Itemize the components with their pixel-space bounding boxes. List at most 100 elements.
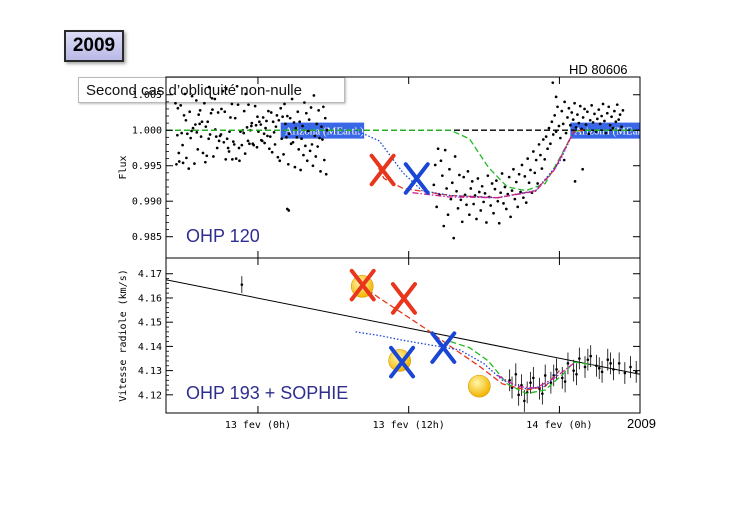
data-point [496,199,500,203]
data-point [195,131,199,134]
data-point [240,143,244,147]
data-point [181,161,185,165]
data-point [529,381,532,385]
data-point [203,101,206,105]
data-point [220,107,223,111]
data-point [183,92,187,96]
data-point [514,180,518,184]
data-point [589,354,593,358]
panel-frame [165,257,641,414]
data-point [231,140,235,143]
data-point [287,209,291,212]
data-point [264,126,267,130]
data-point [527,181,531,185]
data-point [469,187,473,190]
data-point [258,120,261,124]
data-point [206,120,210,124]
data-point [174,101,177,105]
data-point [313,134,317,138]
data-point [543,157,547,161]
star-name-label: HD 80606 [569,62,628,77]
y-tick-label: 4.14 [138,342,162,353]
data-point [512,167,515,171]
data-point [222,140,226,144]
y-tick-label: 4.13 [138,366,162,377]
rv-panel: 4.12 4.13 4.14 4.15 4.16 4.17 13 fev (0h) 13 fe… [118,257,641,431]
data-point [483,192,487,195]
data-point [260,139,264,143]
data-point [520,383,523,387]
data-point [242,131,246,135]
data-point [472,202,475,206]
data-point [180,131,183,135]
data-point [544,135,548,138]
data-point [500,172,504,175]
data-point [296,110,300,114]
data-point [290,97,294,101]
data-point [455,189,458,193]
data-point [223,110,227,114]
data-point [433,163,437,167]
data-point [591,121,595,124]
data-point [445,187,448,190]
data-point [211,108,214,112]
data-point [510,189,514,192]
data-point [468,213,471,217]
data-point [177,160,181,163]
data-point [450,181,454,185]
data-point [504,207,508,211]
data-point [522,196,525,200]
data-point [261,116,265,119]
data-point [586,358,590,362]
data-point [554,95,558,99]
data-point [621,109,625,112]
y-tick-label: 0.985 [132,232,162,243]
data-point [181,143,184,147]
data-point [634,370,638,374]
data-point [305,159,309,163]
data-point [322,158,326,162]
data-point [303,101,306,104]
data-point [520,163,524,167]
data-point [497,221,501,225]
data-point [541,138,545,141]
data-point [443,148,447,152]
data-point [263,141,266,145]
data-point [177,151,181,155]
data-point [255,145,259,149]
data-point [609,362,612,365]
data-point [557,124,561,128]
data-point [193,162,196,165]
data-point [204,125,208,129]
x-mark-red [349,268,376,302]
data-point [179,104,183,107]
data-point [295,135,299,139]
data-point [459,198,463,202]
model-curve-red [359,284,560,391]
data-point [291,140,295,144]
data-point [277,118,281,122]
data-point [225,137,229,141]
data-point [209,111,213,115]
data-point [470,179,474,183]
data-point [292,121,296,124]
data-point [306,129,310,133]
data-point [262,132,266,136]
data-point [280,137,284,141]
data-point [611,126,615,130]
data-point [620,125,623,129]
data-point [562,158,566,162]
data-point [607,105,611,109]
data-point [541,392,544,395]
data-point [578,104,582,108]
data-point [210,96,214,100]
data-point [244,92,247,96]
data-point [452,236,456,240]
data-point [618,113,622,116]
data-point [254,123,258,127]
data-point [283,102,286,106]
data-point [442,224,446,228]
data-point [560,376,564,380]
flux-panel: Arizona (MEarth) Arizona (MEarth) 0.985 0.9… [118,76,641,259]
data-point [567,106,571,110]
